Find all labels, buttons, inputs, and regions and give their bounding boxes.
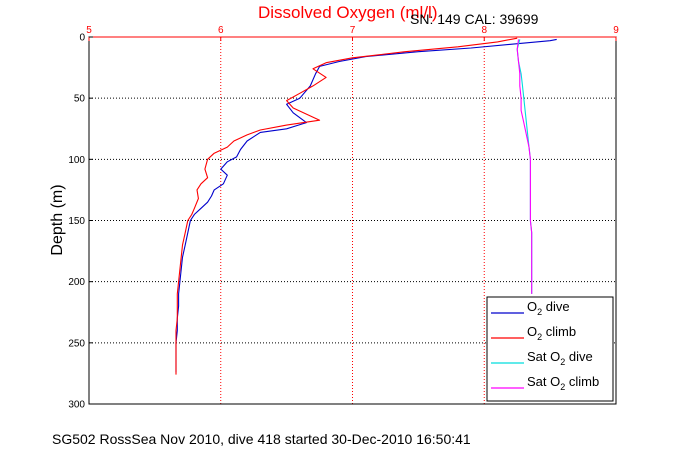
grid-lines (89, 37, 616, 404)
x-tick-label: 9 (613, 25, 619, 36)
y-tick-label: 0 (79, 33, 85, 44)
y-tick-label: 150 (68, 216, 85, 227)
legend-label: Sat O2 dive (527, 349, 593, 367)
legend: O2 dive O2 climb Sat O2 dive Sat O2 climb (486, 296, 614, 402)
data-series (175, 37, 557, 375)
x-tick-label: 8 (481, 25, 487, 36)
chart-title: Dissolved Oxygen (ml/l) (258, 3, 438, 22)
y-tick-label: 100 (68, 155, 85, 166)
y-axis-label: Depth (m) (49, 184, 66, 255)
x-tick-label: 6 (218, 25, 224, 36)
legend-box (486, 296, 614, 402)
y-tick-label: 50 (74, 94, 86, 105)
legend-label: O2 climb (527, 324, 576, 342)
legend-label: O2 dive (527, 299, 570, 317)
y-axis-ticks: 0 50 100 150 200 250 300 (68, 33, 93, 411)
x-tick-label: 5 (86, 25, 92, 36)
legend-label: Sat O2 climb (527, 374, 599, 392)
series-line-3 (516, 39, 533, 294)
x-tick-label: 7 (350, 25, 356, 36)
y-tick-label: 300 (68, 400, 85, 411)
x-axis-ticks: 5 6 7 8 9 (86, 25, 619, 41)
footer-label: SG502 RossSea Nov 2010, dive 418 started… (52, 431, 471, 447)
serial-calibration-label: SN: 149 CAL: 39699 (410, 11, 539, 27)
series-line-1 (175, 37, 518, 375)
y-tick-label: 200 (68, 277, 85, 288)
series-line-0 (175, 38, 557, 373)
y-tick-label: 250 (68, 338, 85, 349)
